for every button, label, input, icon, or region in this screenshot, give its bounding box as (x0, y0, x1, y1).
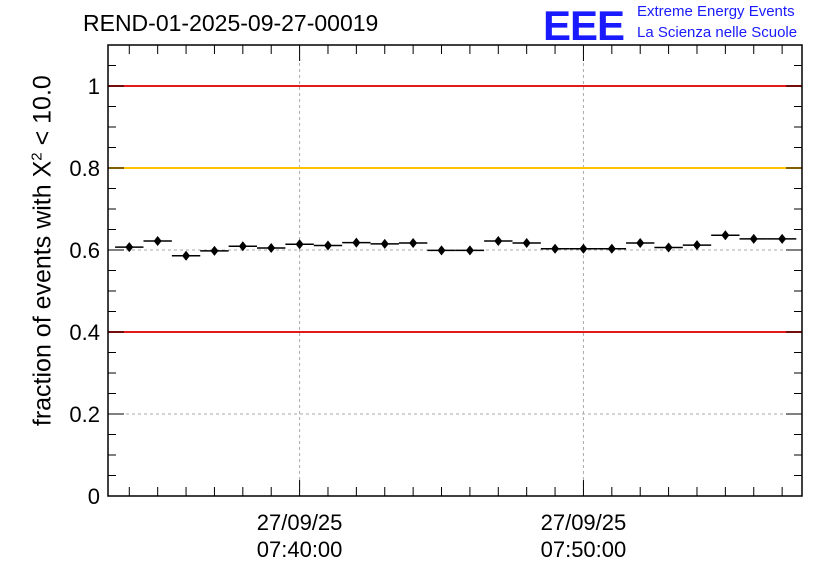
data-point (380, 238, 389, 249)
y-axis-label-tail: < 10.0 (28, 75, 57, 146)
data-point (551, 243, 560, 254)
data-point (323, 240, 332, 251)
y-tick-label: 1 (88, 74, 100, 99)
data-point (238, 241, 247, 252)
threshold-lines (108, 85, 802, 333)
data-point (210, 245, 219, 256)
y-tick-label: 0.8 (69, 156, 100, 181)
x-tick-label-date: 27/09/25 (541, 510, 627, 535)
y-axis-label: fraction of events with X2 < 10.0 (28, 41, 57, 461)
x-tick-label-time: 07:50:00 (541, 537, 627, 562)
y-axis-label-main: fraction of events with (28, 184, 57, 427)
x-tick-label-time: 07:40:00 (257, 537, 343, 562)
data-point (295, 239, 304, 250)
data-point (664, 242, 673, 253)
data-point (522, 238, 531, 249)
y-tick-label: 0.6 (69, 238, 100, 263)
data-point (636, 238, 645, 249)
plot-frame (107, 44, 803, 497)
logo-line-1: Extreme Energy Events (637, 3, 795, 20)
y-tick-label: 0.2 (69, 402, 100, 427)
data-point (352, 237, 361, 248)
data-point (749, 233, 758, 244)
data-point (778, 233, 787, 244)
data-point (494, 235, 503, 246)
data-point (437, 245, 446, 256)
data-points (115, 230, 797, 261)
y-axis-label-symbol: X (28, 160, 57, 178)
y-tick-label: 0 (88, 484, 100, 509)
data-point (125, 242, 134, 253)
data-point (267, 242, 276, 253)
data-point (153, 235, 162, 246)
data-point (721, 230, 730, 241)
data-point (607, 243, 616, 254)
axis-ticks (108, 44, 802, 497)
data-point (182, 250, 191, 261)
eee-logo: EEE (543, 2, 625, 49)
x-tick-label-date: 27/09/25 (257, 510, 343, 535)
data-point (465, 245, 474, 256)
y-axis-label-exponent: 2 (28, 152, 46, 161)
data-point (409, 238, 418, 249)
tick-labels: 00.20.40.60.8127/09/2507:40:0027/09/2507… (69, 74, 626, 562)
data-point (692, 240, 701, 251)
y-tick-label: 0.4 (69, 320, 100, 345)
grid-lines (108, 45, 802, 496)
logo-line-2: La Scienza nelle Scuole (637, 24, 798, 41)
data-point (579, 243, 588, 254)
plot-border (107, 44, 803, 497)
chart-title: REND-01-2025-09-27-00019 (83, 10, 379, 36)
